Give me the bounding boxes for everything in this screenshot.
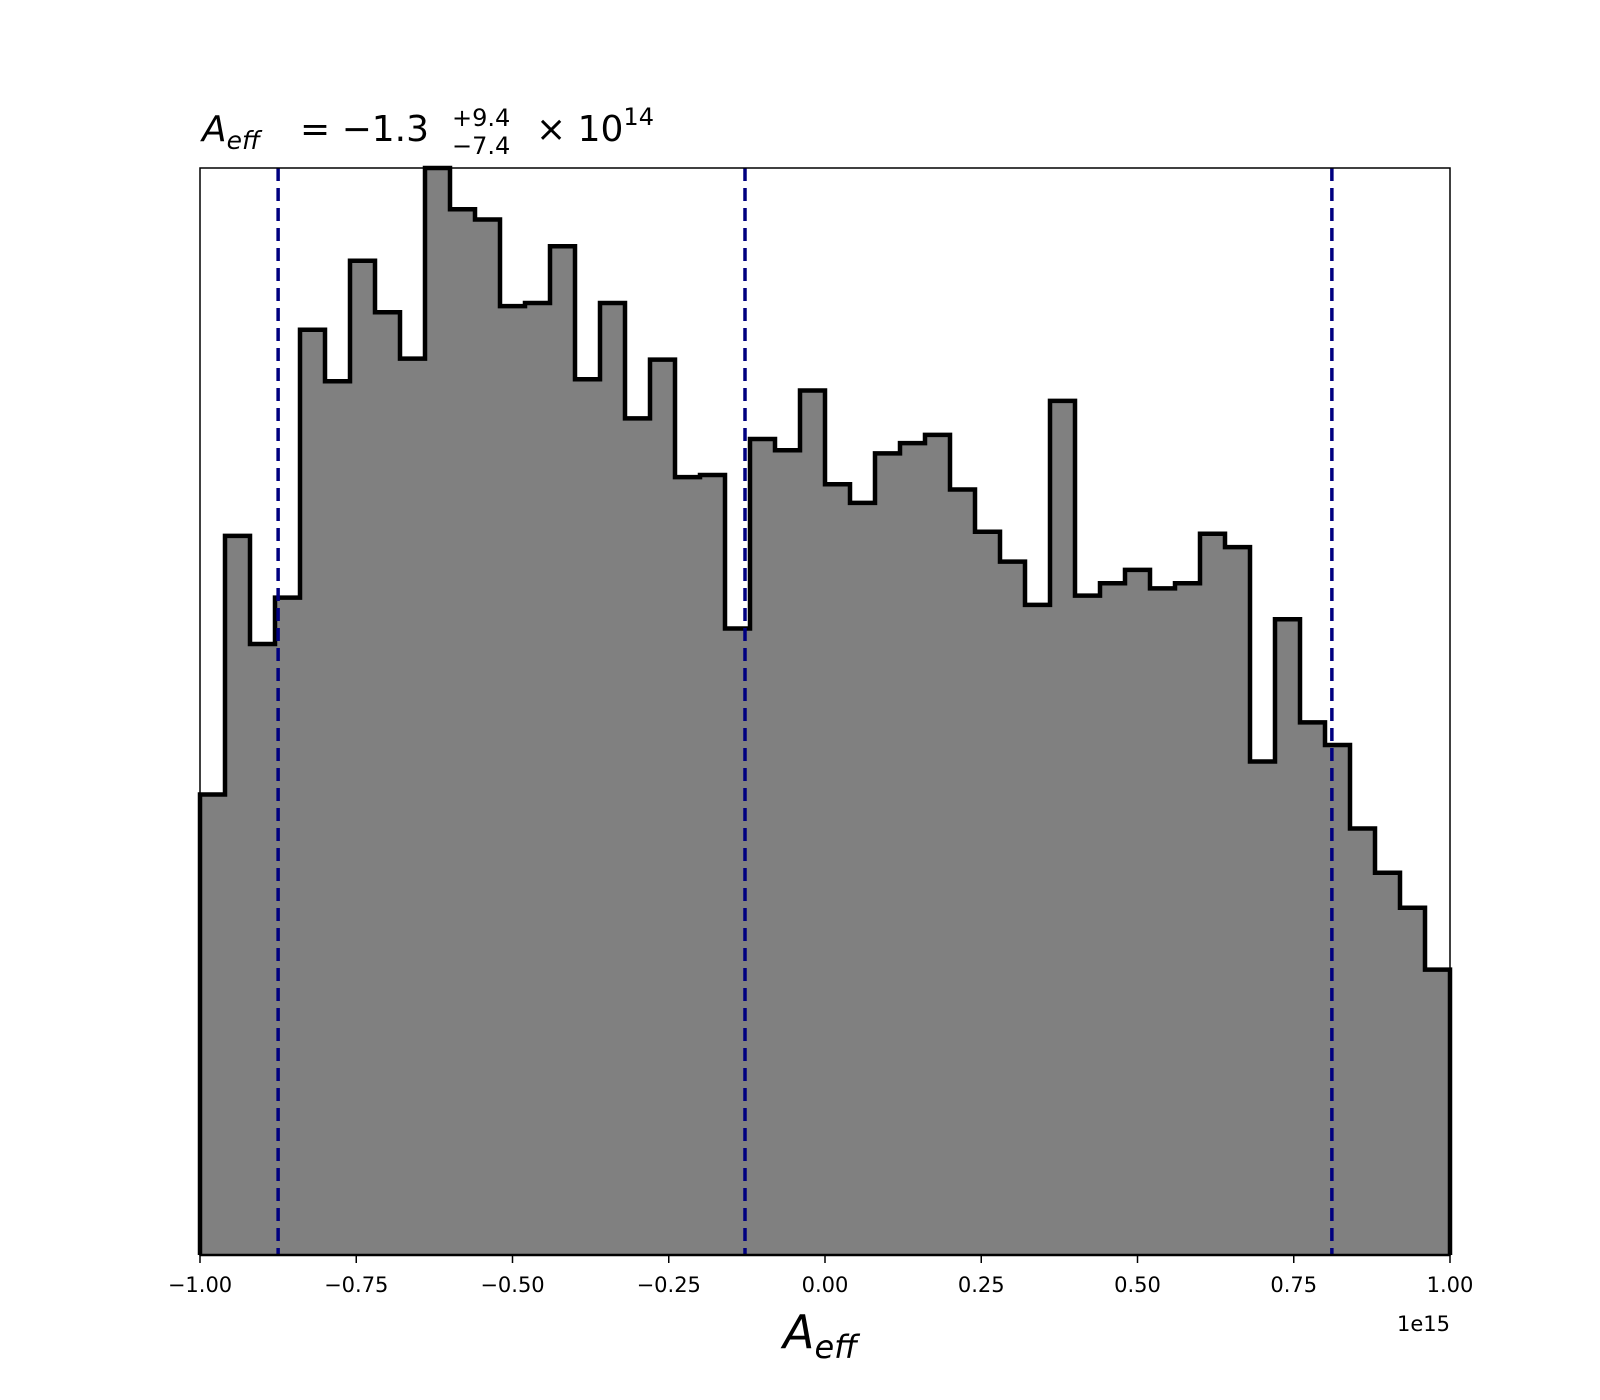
histogram-bar [525, 302, 551, 1255]
histogram-bar [200, 794, 226, 1255]
histogram-bar [950, 489, 976, 1255]
histogram-bar [975, 531, 1001, 1255]
histogram-bar [600, 302, 626, 1255]
x-tick-label: 0.25 [958, 1273, 1005, 1297]
x-tick-label: −0.25 [637, 1273, 701, 1297]
x-tick-label: 1.00 [1427, 1273, 1474, 1297]
histogram-bar [550, 246, 576, 1256]
x-axis-label: Aeff [780, 1305, 861, 1366]
histogram-bar [1375, 872, 1401, 1255]
histogram-bar [500, 306, 526, 1255]
quantile-lines [276, 168, 1334, 1255]
histogram-bar [1150, 588, 1176, 1255]
histogram-bar [375, 312, 401, 1255]
histogram-bar [1200, 533, 1226, 1255]
chart-title: Aeff = −1.3 +9.4 −7.4 × 1014 [200, 103, 654, 160]
title-equals-value: = −1.3 [300, 109, 429, 150]
histogram-bar [1300, 722, 1326, 1255]
x-tick-label: −1.00 [168, 1273, 232, 1297]
x-axis-label-subscript: eff [814, 1328, 861, 1366]
histogram-bar [1425, 969, 1451, 1255]
histogram-bar [1275, 619, 1301, 1255]
histogram-bar [1000, 561, 1026, 1255]
title-symbol: A [200, 109, 227, 150]
title-symbol-subscript: eff [227, 126, 263, 155]
histogram-bar [575, 379, 601, 1255]
histogram-bar [775, 450, 801, 1255]
histogram-bar [750, 438, 776, 1255]
histogram-bar [1050, 400, 1076, 1255]
histogram-step-outline [197, 165, 1453, 1255]
histogram-bar [825, 484, 851, 1255]
x-offset-text: 1e15 [1397, 1312, 1450, 1336]
histogram-bar [900, 443, 926, 1255]
x-ticks: −1.00 −0.75 −0.50 −0.25 0.00 0.25 0.50 0.75 1.00 [168, 1255, 1474, 1297]
histogram-bar [250, 644, 276, 1255]
histogram-bar [1025, 604, 1051, 1255]
histogram-bar [1100, 583, 1126, 1255]
histogram-bar [475, 219, 501, 1255]
histogram-bar [1325, 744, 1351, 1255]
histogram-bar [1350, 828, 1376, 1255]
histogram-bar [350, 260, 376, 1255]
title-times-ten: × 10 [536, 109, 623, 150]
histogram-bar [925, 434, 951, 1255]
histogram-bar [800, 390, 826, 1256]
x-tick-label: −0.50 [480, 1273, 544, 1297]
x-tick-label: 0.75 [1270, 1273, 1317, 1297]
histogram-bar [1400, 907, 1426, 1255]
histogram-bar [700, 475, 726, 1256]
histogram-bars [200, 168, 1451, 1256]
histogram-bar [625, 418, 651, 1255]
x-tick-label: 0.50 [1114, 1273, 1161, 1297]
histogram-bar [725, 628, 751, 1255]
histogram-bar [1225, 547, 1251, 1255]
histogram-bar [425, 168, 451, 1255]
title-lower-error: −7.4 [452, 132, 510, 160]
x-tick-label: −0.75 [324, 1273, 388, 1297]
histogram-bar [650, 359, 676, 1255]
histogram-bar [225, 535, 251, 1255]
histogram-bar [400, 358, 426, 1255]
histogram-bar [325, 381, 351, 1255]
histogram-bar [875, 453, 901, 1256]
histogram-bar [450, 209, 476, 1256]
histogram-bar [1125, 569, 1151, 1255]
histogram-bar [1175, 583, 1201, 1255]
title-exponent: 14 [623, 103, 654, 131]
histogram-bar [275, 597, 301, 1255]
x-tick-label: 0.00 [802, 1273, 849, 1297]
histogram-bar [300, 329, 326, 1255]
histogram-bar [1250, 761, 1276, 1255]
histogram-bar [1075, 595, 1101, 1255]
histogram-bar [675, 477, 701, 1256]
title-upper-error: +9.4 [452, 104, 510, 132]
histogram-bar [850, 502, 876, 1256]
x-axis-label-symbol: A [780, 1305, 814, 1359]
